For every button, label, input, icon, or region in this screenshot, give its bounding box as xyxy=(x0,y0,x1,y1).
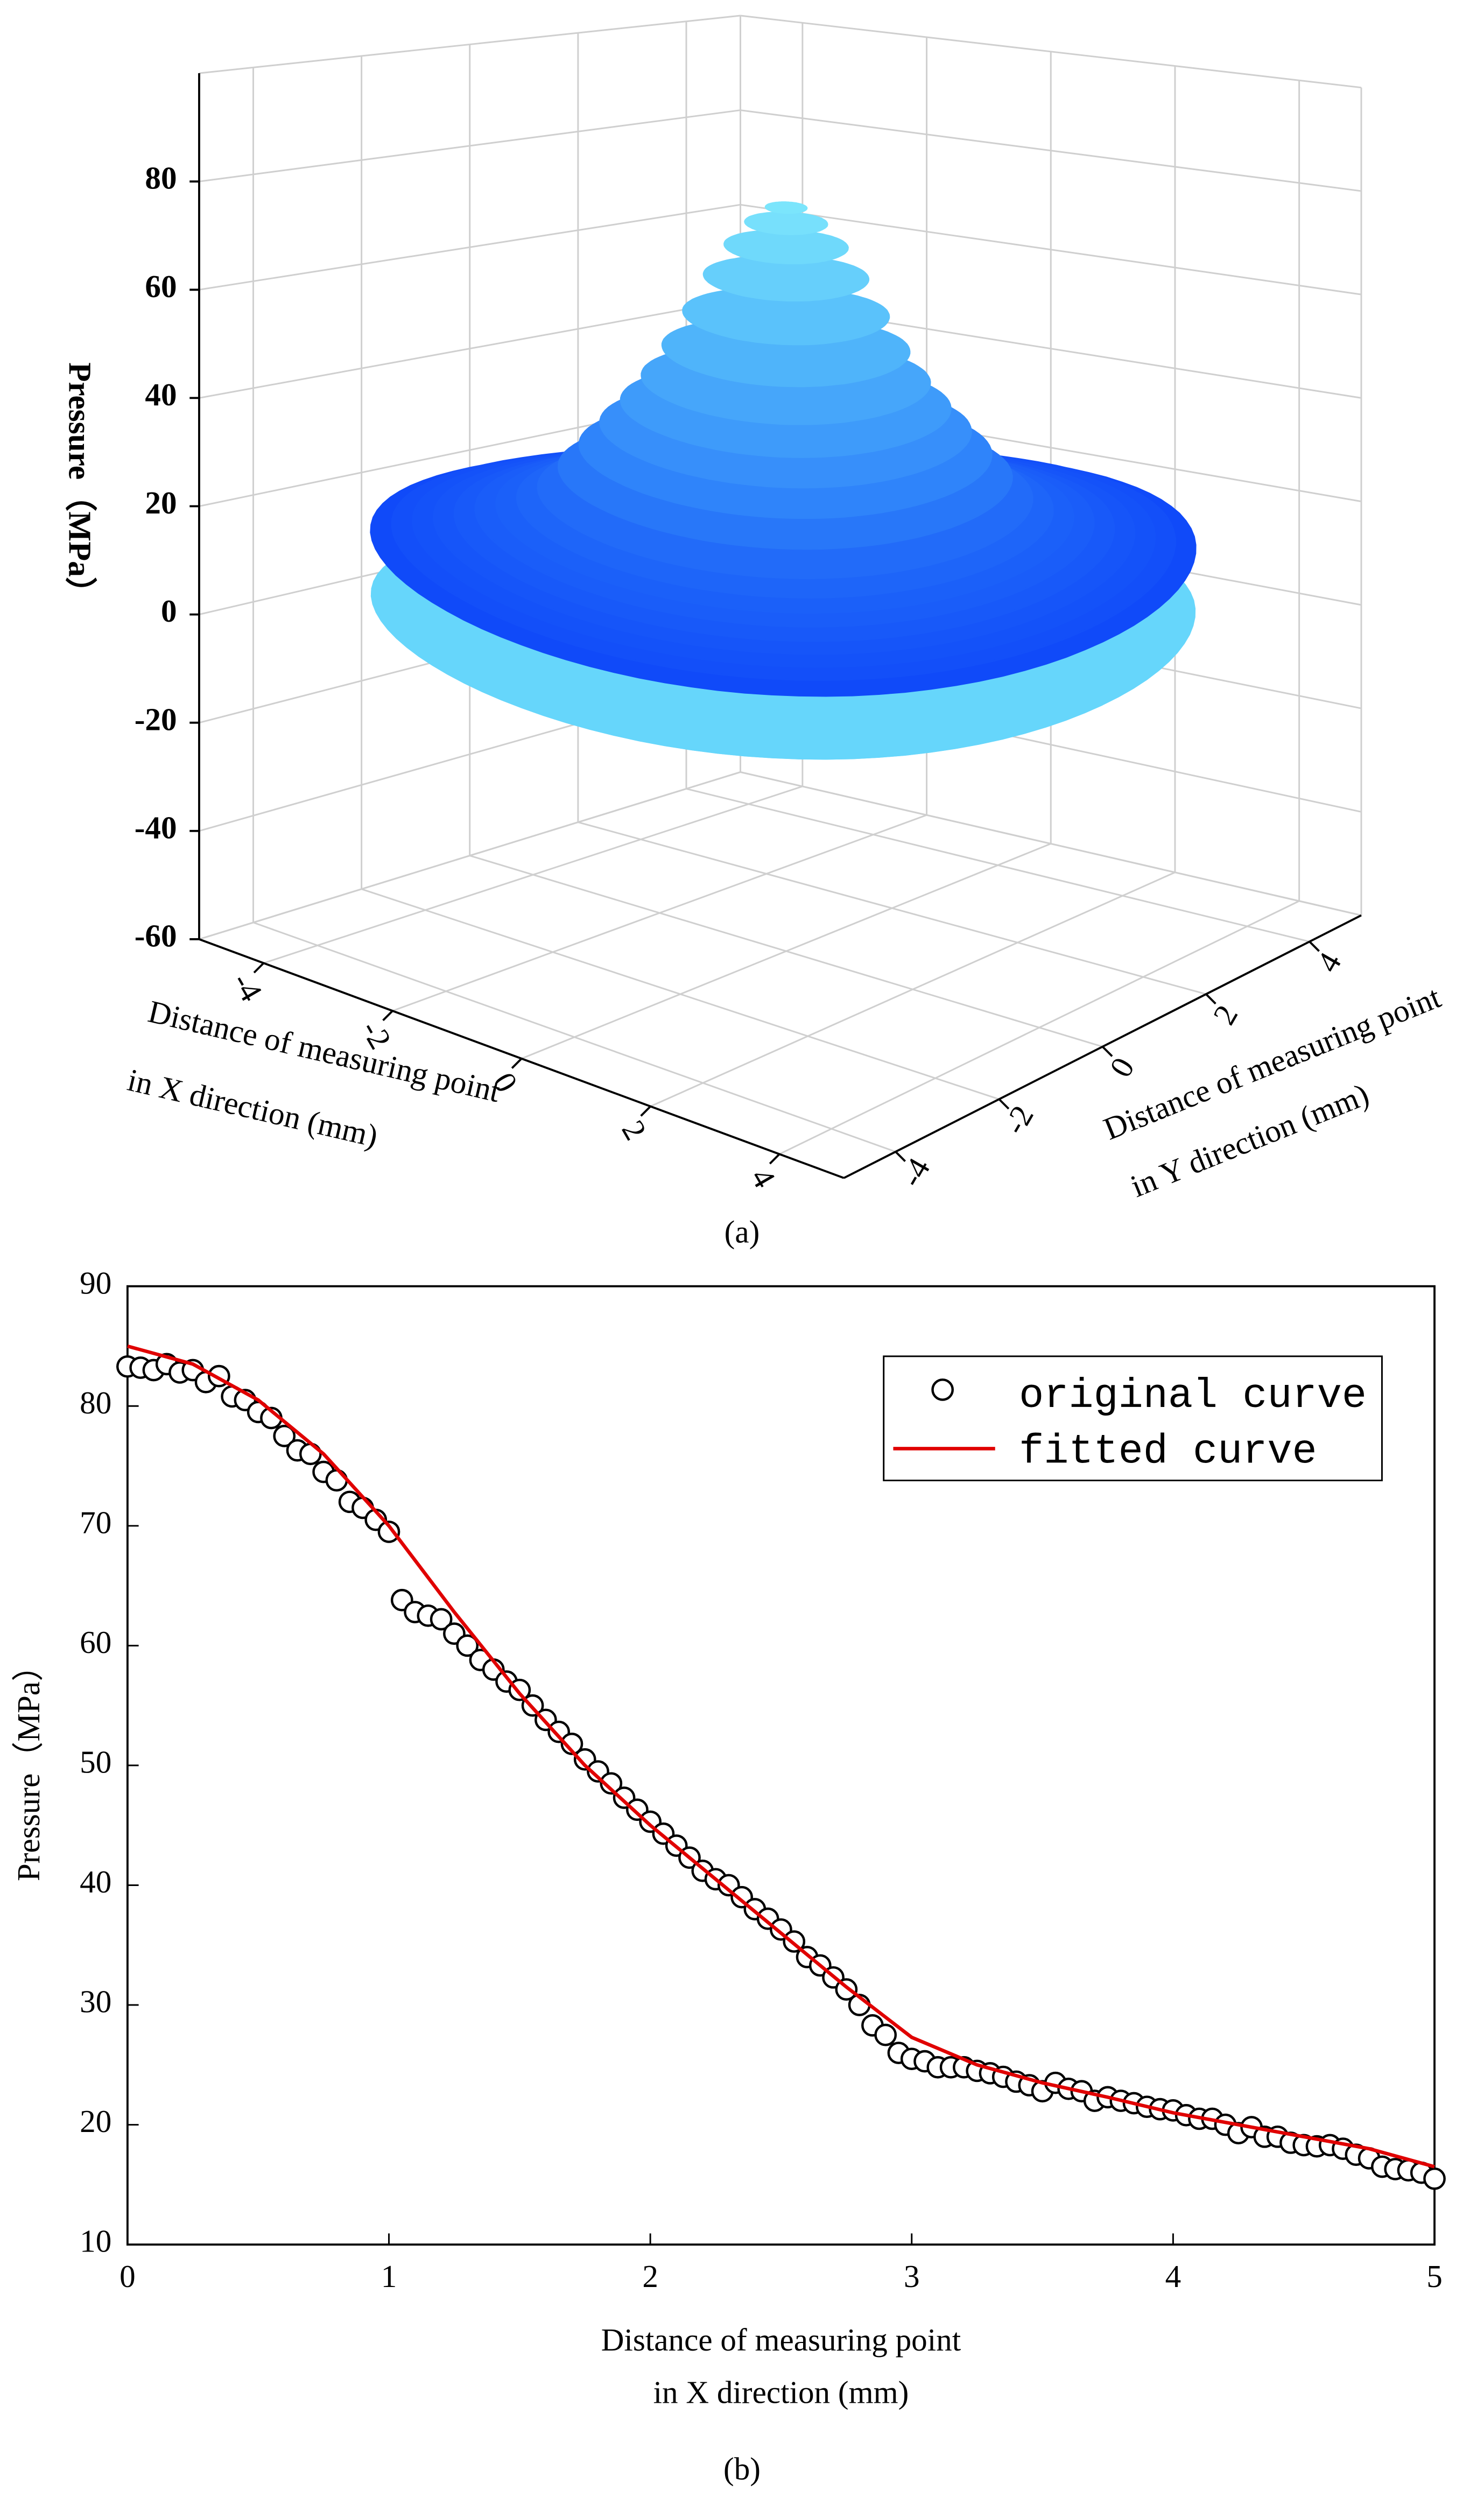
y-tick-label: 80 xyxy=(80,1385,111,1420)
y-tick-label: 0 xyxy=(1102,1051,1141,1083)
grid-line xyxy=(361,888,1000,1100)
tick-mark xyxy=(1205,993,1216,1005)
y-tick-label: -2 xyxy=(996,1100,1040,1141)
legend: original curve fitted curve xyxy=(883,1355,1383,1481)
surface-ring xyxy=(682,286,890,346)
y-tick-label: 20 xyxy=(80,2103,111,2139)
x-tick-label: 5 xyxy=(1426,2258,1443,2294)
data-point xyxy=(377,1521,400,1543)
box-edge xyxy=(199,771,741,940)
z-tick-label: 60 xyxy=(145,269,177,304)
tick-mark xyxy=(1102,1046,1113,1057)
z-tick-label: 40 xyxy=(145,377,177,412)
box-edge xyxy=(740,15,1362,89)
data-point xyxy=(1423,2167,1446,2190)
data-point xyxy=(325,1469,348,1492)
tick-mark xyxy=(253,962,265,974)
y-tick-label: 50 xyxy=(80,1744,111,1779)
surface-skirt xyxy=(370,468,1103,760)
z-tick-label: 0 xyxy=(161,593,177,629)
y-tick-label: 70 xyxy=(80,1504,111,1540)
data-point xyxy=(456,1634,479,1657)
tick-mark xyxy=(769,1153,780,1165)
data-point xyxy=(430,1608,453,1631)
y-tick-label: 4 xyxy=(1310,946,1348,978)
grid-line xyxy=(469,855,1103,1047)
tick-mark xyxy=(511,1058,523,1069)
y-tick-label: 40 xyxy=(80,1864,111,1899)
data-point xyxy=(874,2023,897,2046)
box-edge xyxy=(740,771,1362,917)
box-edge xyxy=(199,15,741,74)
x-tick-label: -4 xyxy=(226,967,270,1008)
grid-line xyxy=(253,921,896,1153)
y-axis-label: Pressure（MPa） xyxy=(11,1650,46,1881)
surface-ring xyxy=(702,255,870,302)
data-point xyxy=(560,1733,583,1755)
y-tick-label: 30 xyxy=(80,1984,111,2020)
y-tick-label: -4 xyxy=(893,1152,937,1193)
fitted-line xyxy=(127,1344,1435,2169)
x-tick-label: 3 xyxy=(904,2258,920,2294)
y-tick-label: 90 xyxy=(80,1265,111,1300)
x-tick-label: 0 xyxy=(119,2258,136,2294)
x-axis-label: in X direction (mm) xyxy=(653,2375,909,2410)
x-tick-label: 4 xyxy=(1165,2258,1181,2294)
tick-mark xyxy=(895,1151,906,1162)
y-tick-label: 2 xyxy=(1206,999,1244,1031)
x-axis-label: Distance of measuring point xyxy=(601,2322,961,2358)
tick-mark xyxy=(1309,941,1320,952)
x-tick-label: 1 xyxy=(381,2258,397,2294)
data-point xyxy=(600,1772,623,1795)
legend-label: original curve xyxy=(1019,1373,1367,1420)
grid-line xyxy=(686,788,1310,942)
caption: (b) xyxy=(723,2451,761,2487)
z-tick-label: 80 xyxy=(145,160,177,196)
surface-ring xyxy=(723,229,849,264)
x-tick-label: 4 xyxy=(744,1162,783,1194)
grid-line xyxy=(578,821,1207,995)
legend-box xyxy=(883,1355,1383,1481)
z-tick-label: -60 xyxy=(135,918,177,954)
y-tick-label: 10 xyxy=(80,2223,111,2259)
x-tick-label: 2 xyxy=(615,1114,654,1146)
y-tick-label: 60 xyxy=(80,1624,111,1660)
scatter-chart: 0 1 2 3 4 5 10 20 30 40 50 60 70 80 90 original curve fi… xyxy=(11,1265,1446,2487)
x-tick-label: 2 xyxy=(642,2258,658,2294)
legend-marker xyxy=(931,1378,954,1401)
x-axis-label: in X direction (mm) xyxy=(124,1062,381,1154)
z-tick-label: -20 xyxy=(135,701,177,737)
legend-label: fitted curve xyxy=(1019,1429,1317,1476)
data-point xyxy=(273,1425,296,1447)
surface-ring xyxy=(764,201,808,214)
tick-mark xyxy=(998,1098,1010,1110)
z-tick-label: 20 xyxy=(145,485,177,520)
tick-mark xyxy=(640,1106,651,1117)
z-tick-label: -40 xyxy=(135,810,177,845)
caption: (a) xyxy=(725,1214,760,1250)
z-axis-label: Pressure（MPa） xyxy=(62,362,98,609)
surface-ring xyxy=(744,212,828,235)
tick-mark xyxy=(382,1010,393,1022)
